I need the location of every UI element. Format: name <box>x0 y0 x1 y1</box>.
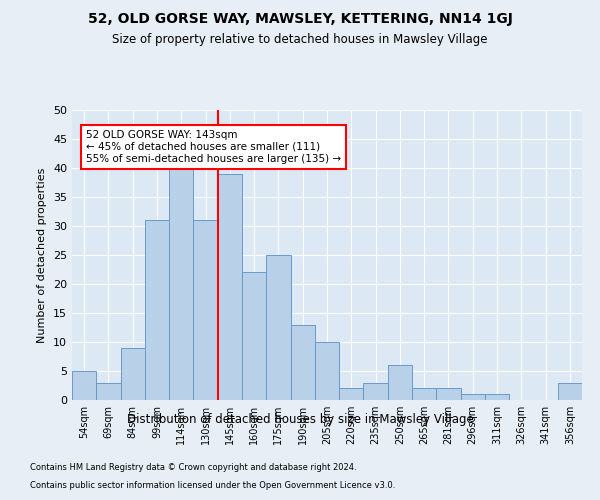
Bar <box>242 272 266 400</box>
Bar <box>436 388 461 400</box>
Bar <box>193 220 218 400</box>
Bar <box>388 365 412 400</box>
Bar <box>121 348 145 400</box>
Bar <box>169 162 193 400</box>
Text: 52 OLD GORSE WAY: 143sqm
← 45% of detached houses are smaller (111)
55% of semi-: 52 OLD GORSE WAY: 143sqm ← 45% of detach… <box>86 130 341 164</box>
Text: Size of property relative to detached houses in Mawsley Village: Size of property relative to detached ho… <box>112 32 488 46</box>
Bar <box>339 388 364 400</box>
Text: Distribution of detached houses by size in Mawsley Village: Distribution of detached houses by size … <box>127 412 473 426</box>
Y-axis label: Number of detached properties: Number of detached properties <box>37 168 47 342</box>
Bar <box>96 382 121 400</box>
Bar <box>412 388 436 400</box>
Bar <box>290 324 315 400</box>
Bar <box>364 382 388 400</box>
Bar <box>145 220 169 400</box>
Bar <box>485 394 509 400</box>
Bar <box>266 255 290 400</box>
Text: Contains public sector information licensed under the Open Government Licence v3: Contains public sector information licen… <box>30 481 395 490</box>
Bar <box>72 371 96 400</box>
Bar <box>315 342 339 400</box>
Text: 52, OLD GORSE WAY, MAWSLEY, KETTERING, NN14 1GJ: 52, OLD GORSE WAY, MAWSLEY, KETTERING, N… <box>88 12 512 26</box>
Text: Contains HM Land Registry data © Crown copyright and database right 2024.: Contains HM Land Registry data © Crown c… <box>30 464 356 472</box>
Bar <box>461 394 485 400</box>
Bar <box>218 174 242 400</box>
Bar <box>558 382 582 400</box>
